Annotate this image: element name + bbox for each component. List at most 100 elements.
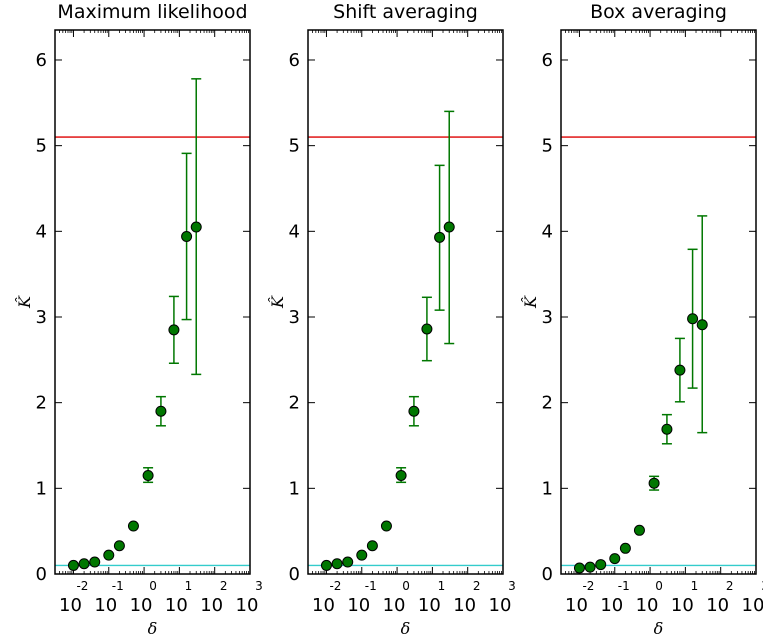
plot-frame <box>560 29 757 575</box>
y-tick-label: 2 <box>542 393 553 414</box>
y-tick-label: 0 <box>542 564 553 585</box>
y-tick-label: 6 <box>36 50 47 71</box>
data-point-1 <box>320 559 332 571</box>
y-axis-label: K̂ <box>15 295 34 309</box>
data-point-6 <box>380 520 392 532</box>
y-tick-label: 4 <box>542 221 553 242</box>
data-point-8 <box>661 423 673 435</box>
data-point-11 <box>190 221 202 233</box>
x-tick-label-exponent: 0 <box>149 579 157 593</box>
data-point-2 <box>584 561 596 573</box>
data-point-2 <box>331 558 343 570</box>
x-axis-label: δ <box>654 619 664 638</box>
x-tick-label-exponent: -1 <box>618 579 630 593</box>
x-tick-label-exponent: -2 <box>582 579 594 593</box>
x-tick-label-exponent: 2 <box>220 579 228 593</box>
data-point-6 <box>127 520 139 532</box>
data-point-11 <box>696 319 708 331</box>
data-point-8 <box>408 405 420 417</box>
data-point-11 <box>443 221 455 233</box>
x-tick-label-base: 10 <box>565 595 588 616</box>
data-point-5 <box>113 540 125 552</box>
data-point-4 <box>609 553 621 565</box>
x-tick-label-base: 10 <box>706 595 729 616</box>
x-tick-label-base: 10 <box>742 595 763 616</box>
x-tick-label-base: 10 <box>453 595 476 616</box>
data-point-2 <box>78 558 90 570</box>
chart-panel-2: Shift averaging012345610-210-11001011021… <box>268 1 516 638</box>
x-tick-label-base: 10 <box>489 595 512 616</box>
y-tick-label: 2 <box>36 393 47 414</box>
data-point-6 <box>633 524 645 536</box>
data-point-7 <box>395 469 407 481</box>
data-point-9 <box>421 323 433 335</box>
x-tick-label-base: 10 <box>347 595 370 616</box>
y-tick-label: 4 <box>36 221 47 242</box>
y-tick-label: 5 <box>542 136 553 157</box>
x-tick-label-base: 10 <box>200 595 223 616</box>
data-point-4 <box>103 549 115 561</box>
y-tick-label: 1 <box>289 478 300 499</box>
data-point-9 <box>674 364 686 376</box>
x-tick-label-exponent: 0 <box>402 579 410 593</box>
y-tick-label: 3 <box>36 307 47 328</box>
x-tick-label-exponent: 1 <box>185 579 193 593</box>
x-tick-label-exponent: 3 <box>255 579 263 593</box>
x-tick-label-exponent: 3 <box>508 579 516 593</box>
x-tick-label-base: 10 <box>636 595 659 616</box>
x-axis-label: δ <box>148 619 158 638</box>
data-point-4 <box>356 549 368 561</box>
y-tick-label: 2 <box>289 393 300 414</box>
x-tick-label-base: 10 <box>130 595 153 616</box>
x-tick-label-base: 10 <box>383 595 406 616</box>
x-tick-label-base: 10 <box>236 595 259 616</box>
y-tick-label: 0 <box>36 564 47 585</box>
data-point-9 <box>168 324 180 336</box>
data-point-3 <box>595 559 607 571</box>
data-point-1 <box>67 559 79 571</box>
x-tick-label-base: 10 <box>600 595 623 616</box>
plot-frame <box>307 29 504 575</box>
x-tick-label-base: 10 <box>59 595 82 616</box>
y-tick-label: 1 <box>36 478 47 499</box>
x-tick-label-exponent: 3 <box>761 579 763 593</box>
data-point-7 <box>142 469 154 481</box>
y-tick-label: 5 <box>289 136 300 157</box>
data-point-8 <box>155 405 167 417</box>
data-point-1 <box>573 562 585 574</box>
x-tick-label-exponent: -2 <box>329 579 341 593</box>
data-point-5 <box>619 542 631 554</box>
chart-title: Box averaging <box>590 1 727 23</box>
y-axis-label: K̂ <box>521 295 540 309</box>
y-tick-label: 3 <box>542 307 553 328</box>
x-tick-label-base: 10 <box>671 595 694 616</box>
x-tick-label-exponent: -1 <box>365 579 377 593</box>
x-tick-label-base: 10 <box>418 595 441 616</box>
x-tick-label-base: 10 <box>165 595 188 616</box>
data-point-3 <box>89 556 101 568</box>
chart-panel-1: Maximum likelihood012345610-210-11001011… <box>15 1 263 638</box>
y-tick-label: 3 <box>289 307 300 328</box>
x-tick-label-exponent: -2 <box>76 579 88 593</box>
chart-title: Shift averaging <box>333 1 478 23</box>
y-tick-label: 4 <box>289 221 300 242</box>
x-tick-label-exponent: 1 <box>691 579 699 593</box>
y-tick-label: 6 <box>542 50 553 71</box>
y-axis-label: K̂ <box>268 295 287 309</box>
chart-title: Maximum likelihood <box>57 1 247 23</box>
data-point-10 <box>687 313 699 325</box>
data-point-3 <box>342 556 354 568</box>
x-tick-label-exponent: 1 <box>438 579 446 593</box>
data-point-10 <box>181 230 193 242</box>
data-point-7 <box>648 477 660 489</box>
y-tick-label: 6 <box>289 50 300 71</box>
x-tick-label-base: 10 <box>94 595 117 616</box>
x-tick-label-exponent: 2 <box>473 579 481 593</box>
y-tick-label: 5 <box>36 136 47 157</box>
y-tick-label: 0 <box>289 564 300 585</box>
x-tick-label-exponent: 0 <box>655 579 663 593</box>
chart-panel-3: Box averaging 0 1 2 3 4 5 6 10 -2 10 -1 10 0 10 1 10 2 10 3… <box>521 1 763 638</box>
plot-frame <box>54 29 251 575</box>
x-tick-label-exponent: -1 <box>112 579 124 593</box>
